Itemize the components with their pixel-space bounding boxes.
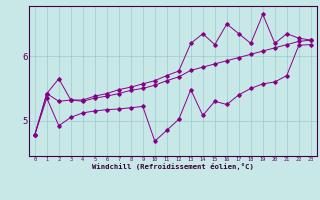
X-axis label: Windchill (Refroidissement éolien,°C): Windchill (Refroidissement éolien,°C) (92, 163, 254, 170)
